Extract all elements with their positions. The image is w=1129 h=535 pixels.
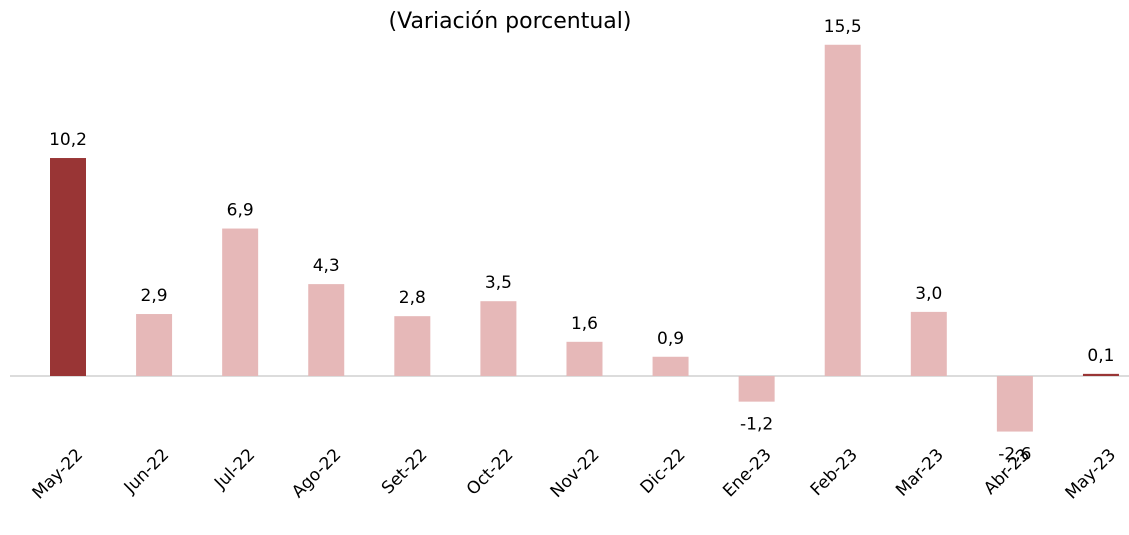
bar xyxy=(394,316,431,376)
x-tick-label: Dic-22 xyxy=(637,445,690,498)
x-tick-label: Oct-22 xyxy=(463,445,518,500)
value-label: 6,9 xyxy=(227,201,254,221)
value-label: 3,0 xyxy=(915,284,942,304)
bar xyxy=(222,228,259,376)
value-label: 0,1 xyxy=(1087,346,1114,366)
bar xyxy=(910,311,947,376)
value-label: 10,2 xyxy=(49,130,87,150)
value-label: 2,9 xyxy=(141,286,168,306)
x-tick-label: Ene-23 xyxy=(719,445,775,501)
x-tick-label: Jun-22 xyxy=(120,445,173,498)
value-label: 15,5 xyxy=(824,17,862,37)
bar xyxy=(738,376,775,402)
chart-title: (Variación porcentual) xyxy=(389,9,632,34)
x-tick-label: May-22 xyxy=(29,445,87,503)
bar xyxy=(652,356,689,376)
value-label: 4,3 xyxy=(313,256,340,276)
bar xyxy=(136,314,173,376)
x-tick-label: Jul-22 xyxy=(210,445,259,494)
x-tick-label: Set-22 xyxy=(378,445,432,499)
bar xyxy=(308,284,345,376)
bar xyxy=(50,158,86,376)
value-label: -1,2 xyxy=(740,415,773,435)
value-label: -2,6 xyxy=(998,445,1031,465)
x-tick-label: Mar-23 xyxy=(892,445,948,501)
bar xyxy=(1082,373,1119,376)
value-label: 1,6 xyxy=(571,314,598,334)
value-label: 0,9 xyxy=(657,329,684,349)
x-tick-label: Ago-22 xyxy=(288,445,345,502)
x-tick-label: Feb-23 xyxy=(807,445,862,500)
bar xyxy=(996,376,1033,432)
x-tick-label: May-23 xyxy=(1062,445,1120,503)
value-label: 3,5 xyxy=(485,273,512,293)
bar xyxy=(480,301,517,376)
bar xyxy=(566,341,603,376)
bar xyxy=(824,44,861,376)
value-label: 2,8 xyxy=(399,288,426,308)
x-tick-label: Nov-22 xyxy=(547,445,604,502)
